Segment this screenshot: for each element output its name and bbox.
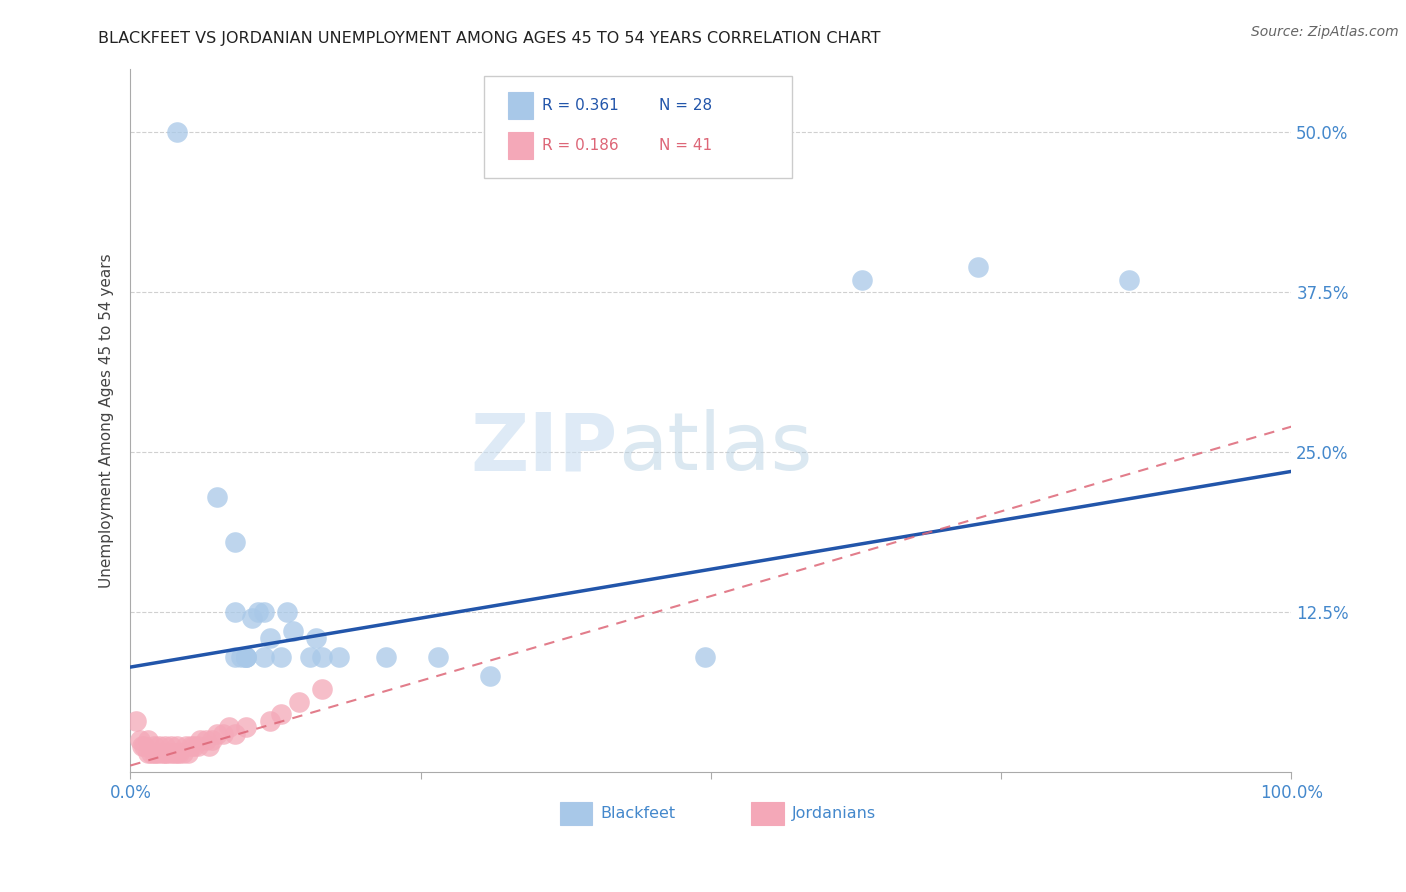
Point [134,739,156,754]
Point [311,649,333,664]
Point [174,739,197,754]
Point [145,746,167,760]
Point [259,714,281,728]
Text: BLACKFEET VS JORDANIAN UNEMPLOYMENT AMONG AGES 45 TO 54 YEARS CORRELATION CHART: BLACKFEET VS JORDANIAN UNEMPLOYMENT AMON… [98,31,882,46]
Point [160,739,183,754]
Point [207,490,229,504]
Point [224,649,246,664]
Point [851,272,873,286]
Point [374,649,396,664]
Point [212,726,235,740]
Y-axis label: Unemployment Among Ages 45 to 54 years: Unemployment Among Ages 45 to 54 years [100,253,114,588]
Point [198,739,221,754]
Point [270,649,292,664]
FancyBboxPatch shape [485,76,792,178]
Point [479,669,502,683]
Point [160,746,183,760]
Text: Source: ZipAtlas.com: Source: ZipAtlas.com [1251,25,1399,39]
Point [259,631,281,645]
Point [188,733,211,747]
Point [166,746,188,760]
Point [142,739,165,754]
Point [224,605,246,619]
Point [328,649,350,664]
Text: atlas: atlas [619,409,813,487]
Point [148,746,170,760]
Point [218,720,240,734]
Point [172,746,194,760]
Point [693,649,716,664]
Text: Jordanians: Jordanians [792,806,876,821]
Point [224,726,246,740]
Point [131,739,153,754]
Point [235,720,257,734]
Point [287,695,309,709]
Point [427,649,450,664]
Text: R = 0.361: R = 0.361 [543,98,619,113]
Point [183,739,205,754]
Point [281,624,304,639]
Point [148,739,170,754]
Point [276,605,298,619]
Point [253,605,276,619]
Point [125,714,148,728]
Point [299,649,322,664]
Point [167,746,190,760]
Point [270,707,292,722]
Point [187,739,209,754]
Point [1118,272,1140,286]
Point [152,746,174,760]
Point [136,746,159,760]
Point [305,631,328,645]
Point [253,649,276,664]
Point [128,733,150,747]
Point [200,733,222,747]
Point [311,681,333,696]
Text: R = 0.186: R = 0.186 [543,137,619,153]
Point [136,733,159,747]
Point [207,726,229,740]
Bar [508,132,533,159]
Point [180,739,202,754]
Point [240,611,263,625]
Text: ZIP: ZIP [471,409,619,487]
Point [229,649,252,664]
Point [235,649,257,664]
Point [153,739,176,754]
Point [141,746,163,760]
Point [177,746,200,760]
Point [247,605,270,619]
Bar [560,802,592,825]
Text: N = 28: N = 28 [658,98,711,113]
Point [235,649,257,664]
Point [166,739,188,754]
Bar [508,93,533,120]
Text: N = 41: N = 41 [658,137,711,153]
Point [156,746,179,760]
Point [194,733,217,747]
Text: Blackfeet: Blackfeet [600,806,676,821]
Point [153,746,176,760]
Point [142,746,165,760]
Point [166,126,188,140]
Point [163,746,186,760]
Point [224,534,246,549]
Point [966,260,988,274]
Point [235,649,257,664]
Bar [751,802,785,825]
